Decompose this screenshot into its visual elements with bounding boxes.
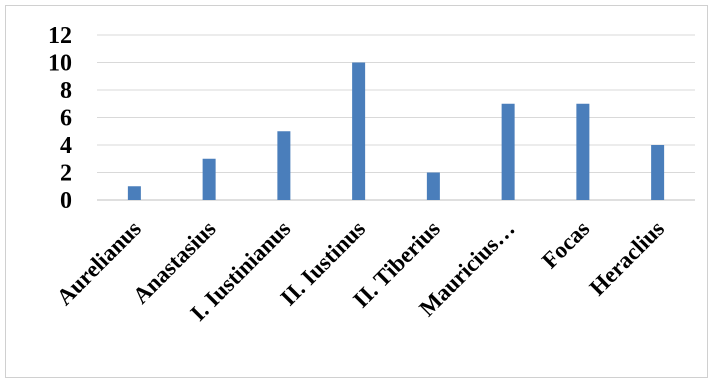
bar bbox=[277, 131, 291, 200]
y-tick-label: 12 bbox=[48, 23, 72, 49]
y-tick-label: 8 bbox=[60, 78, 72, 104]
bar bbox=[426, 172, 440, 200]
y-tick-label: 0 bbox=[60, 188, 72, 214]
y-tick-label: 2 bbox=[60, 161, 72, 187]
bar bbox=[127, 186, 141, 200]
bars bbox=[127, 62, 665, 200]
x-category-label: Focas bbox=[537, 216, 594, 273]
y-tick-label: 10 bbox=[48, 51, 72, 77]
y-tick-label: 4 bbox=[60, 133, 72, 159]
bar bbox=[651, 145, 665, 200]
gridlines bbox=[97, 34, 695, 201]
y-tick-label: 6 bbox=[60, 106, 72, 132]
bar bbox=[576, 103, 590, 200]
bar bbox=[501, 103, 515, 200]
bar bbox=[202, 158, 216, 200]
x-category-label: Heraclius bbox=[585, 216, 670, 301]
bar bbox=[352, 62, 366, 200]
